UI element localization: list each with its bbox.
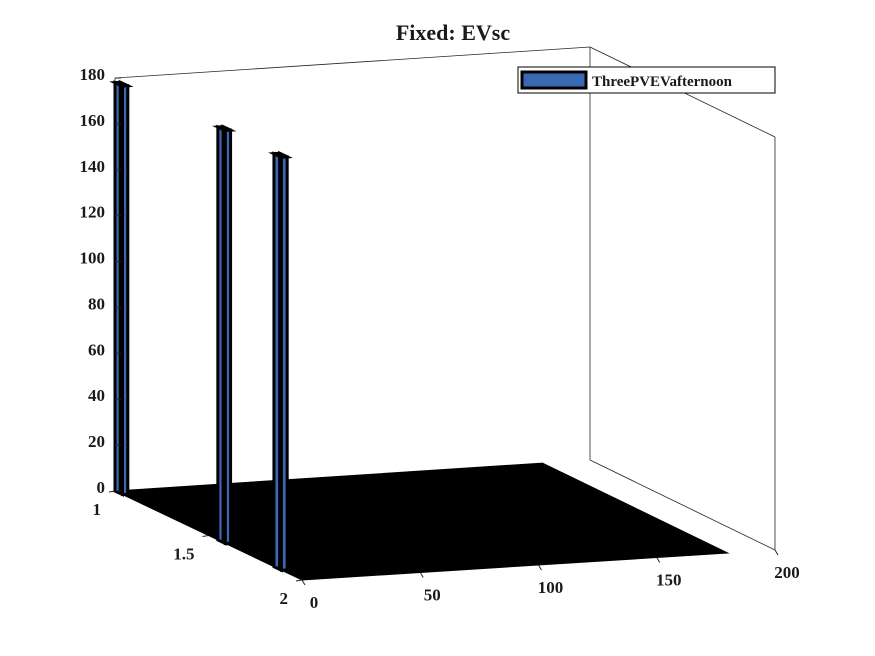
y-tick-mark bbox=[295, 579, 303, 582]
x-tick-label: 100 bbox=[538, 578, 564, 597]
bar-series bbox=[109, 79, 730, 581]
z-tick-label: 80 bbox=[88, 294, 105, 313]
x-tick-mark bbox=[656, 557, 661, 563]
z-tick-label: 40 bbox=[88, 386, 105, 405]
legend: ThreePVEVafternoon bbox=[517, 66, 776, 94]
x-tick-label: 150 bbox=[656, 571, 682, 590]
box-edge-top-back bbox=[114, 46, 591, 79]
z-tick-label: 140 bbox=[80, 157, 106, 176]
y-tick-label: 1 bbox=[93, 500, 102, 519]
y-tick-mark bbox=[202, 535, 209, 537]
bar-y2-x0-face bbox=[223, 128, 233, 546]
box-edge-floor-right bbox=[589, 459, 776, 551]
z-tick-label: 100 bbox=[80, 249, 106, 268]
x-tick-mark bbox=[774, 549, 779, 556]
legend-swatch bbox=[520, 70, 588, 90]
x-tick-mark bbox=[301, 579, 306, 586]
y-tick-mark bbox=[108, 490, 116, 493]
bar-floor-slab bbox=[113, 462, 730, 581]
y-tick-label: 1.5 bbox=[173, 545, 194, 564]
x-tick-label: 0 bbox=[310, 593, 319, 612]
z-tick-label: 180 bbox=[80, 65, 106, 84]
y-tick-label: 2 bbox=[280, 589, 289, 608]
axis-ticks: 0 20 40 60 80 100 120 140 160 180 0 50 100 150 200 1 1.5… bbox=[80, 65, 800, 612]
x-tick-mark bbox=[419, 572, 424, 578]
z-tick-label: 20 bbox=[88, 432, 105, 451]
legend-entry-label: ThreePVEVafternoon bbox=[592, 74, 733, 90]
chart-title: Fixed: EVsc bbox=[396, 20, 511, 45]
z-tick-label: 160 bbox=[80, 111, 106, 130]
bar-y2-x1-face bbox=[279, 155, 289, 572]
x-tick-label: 200 bbox=[774, 563, 800, 582]
bar-y1-x0-face bbox=[120, 84, 130, 497]
x-tick-label: 50 bbox=[424, 586, 441, 605]
z-tick-label: 0 bbox=[97, 478, 106, 497]
z-tick-label: 60 bbox=[88, 340, 105, 359]
x-tick-mark bbox=[538, 564, 542, 571]
z-tick-label: 120 bbox=[80, 203, 106, 222]
